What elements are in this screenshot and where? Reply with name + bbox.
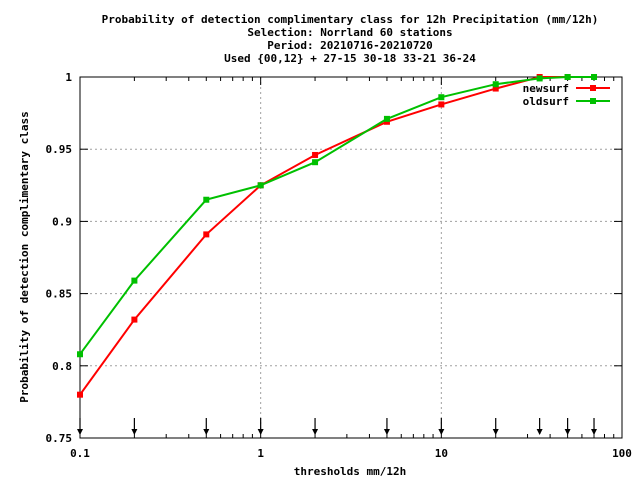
title-line-1: Probability of detection complimentary c… [102, 13, 599, 26]
y-tick-label: 0.95 [46, 143, 73, 156]
legend-label-newsurf: newsurf [523, 82, 569, 95]
data-point-oldsurf [536, 75, 543, 82]
y-axis-label: Probability of detection complimentary c… [18, 111, 31, 402]
series-line-newsurf [79, 76, 594, 396]
x-tick-label: 1 [257, 447, 264, 460]
threshold-markers [77, 418, 598, 435]
legend-marker-newsurf [590, 85, 596, 91]
data-point-newsurf [492, 85, 499, 92]
x-tick-label: 100 [612, 447, 632, 460]
y-tick-label: 0.9 [52, 215, 72, 228]
axes: 0.75 0.8 0.85 0.9 0.95 1 0.1 1 10 100 [46, 71, 632, 460]
data-point-oldsurf [77, 351, 83, 358]
threshold-arrow-head [203, 429, 210, 435]
x-axis-label: thresholds mm/12h [294, 465, 407, 478]
chart-title: Probability of detection complimentary c… [102, 13, 599, 65]
threshold-arrow-head [131, 429, 138, 435]
threshold-arrow-head [257, 429, 264, 435]
threshold-arrow-head [492, 429, 499, 435]
data-point-oldsurf [203, 196, 210, 203]
x-tick-label: 0.1 [70, 447, 90, 460]
threshold-arrow-head [77, 429, 83, 435]
data-point-oldsurf [383, 115, 390, 122]
legend-marker-oldsurf [590, 98, 596, 104]
data-point-oldsurf [438, 94, 445, 101]
data-point-newsurf [438, 101, 445, 108]
y-tick-label: 0.75 [46, 432, 73, 445]
data-point-oldsurf [131, 277, 138, 284]
data-point-oldsurf [312, 159, 319, 166]
title-line-3: Period: 20210716-20210720 [267, 39, 433, 52]
threshold-arrow-head [383, 429, 390, 435]
legend-label-oldsurf: oldsurf [523, 95, 569, 108]
plot-frame [79, 76, 623, 439]
y-tick-label: 1 [65, 71, 72, 84]
data-point-oldsurf [564, 74, 571, 80]
series [77, 74, 598, 398]
grid [80, 77, 622, 438]
threshold-arrow-head [591, 429, 598, 435]
title-line-4: Used {00,12} + 27-15 30-18 33-21 36-24 [224, 52, 476, 65]
threshold-arrow-head [564, 429, 571, 435]
data-point-oldsurf [492, 81, 499, 88]
series-line-oldsurf [79, 76, 594, 355]
data-point-newsurf [131, 316, 138, 323]
threshold-arrow-head [536, 429, 543, 435]
data-point-newsurf [203, 231, 210, 238]
data-point-newsurf [77, 391, 83, 398]
title-line-2: Selection: Norrland 60 stations [247, 26, 452, 39]
threshold-arrow-head [312, 429, 319, 435]
data-point-oldsurf [591, 74, 598, 80]
data-point-oldsurf [257, 182, 264, 189]
y-tick-label: 0.85 [46, 288, 73, 301]
x-tick-label: 10 [435, 447, 448, 460]
y-tick-label: 0.8 [52, 360, 72, 373]
data-point-newsurf [312, 151, 319, 158]
threshold-arrow-head [438, 429, 445, 435]
